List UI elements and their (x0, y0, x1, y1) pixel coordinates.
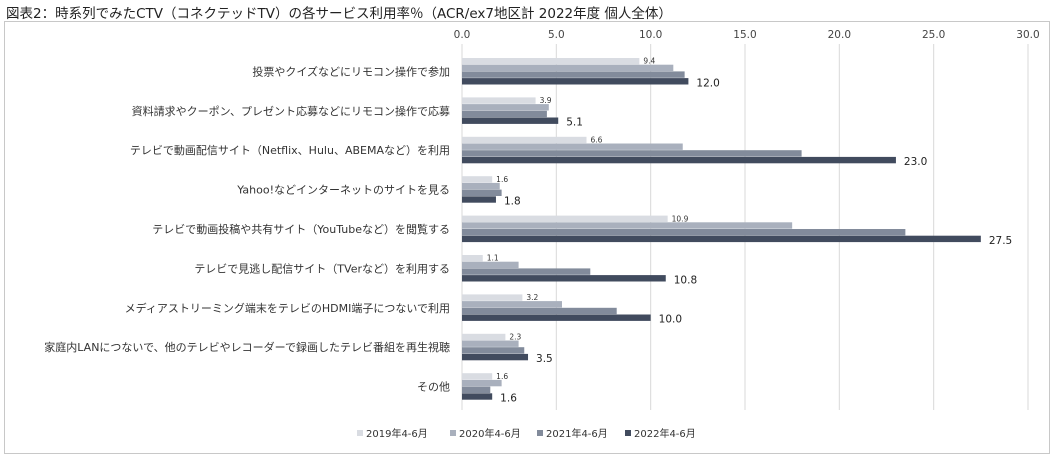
bar (462, 347, 525, 354)
bar (462, 104, 549, 111)
data-label: 23.0 (904, 156, 927, 168)
bar (462, 182, 500, 190)
category-label: テレビで動画配信サイト（Netflix、Hulu、ABEMAなど）を利用 (130, 143, 450, 157)
bar (462, 275, 666, 282)
legend-label: 2021年4-6月 (546, 427, 608, 440)
bar (462, 196, 496, 203)
bar (462, 97, 536, 104)
bar (462, 340, 519, 347)
chart-frame (4, 21, 1050, 454)
bar (462, 136, 587, 144)
bar (462, 117, 559, 124)
bar (462, 255, 483, 262)
legend-item: 2020年4-6月 (450, 427, 521, 440)
legend: 2019年4-6月 2020年4-6月 2021年4-6月 2022年4-6月 (357, 427, 696, 440)
bar (462, 150, 802, 157)
bar (462, 261, 519, 269)
legend-label: 2019年4-6月 (366, 427, 428, 440)
data-label: 6.6 (591, 136, 603, 145)
data-label: 3.2 (526, 293, 538, 302)
x-tick-label: 0.0 (454, 29, 471, 41)
bar (462, 294, 523, 301)
legend-swatch (537, 430, 543, 436)
bar (462, 353, 529, 361)
data-label: 3.9 (540, 96, 552, 105)
legend-label: 2020年4-6月 (459, 427, 521, 440)
category-labels: 投票やクイズなどにリモコン操作で参加資料請求やクーポン、プレゼント応募などにリモ… (44, 64, 450, 393)
x-tick-label: 5.0 (548, 29, 565, 41)
legend-swatch (625, 430, 631, 436)
data-label: 1.6 (500, 393, 517, 405)
bar (462, 314, 651, 321)
data-label: 1.8 (504, 196, 521, 208)
bar (462, 301, 562, 308)
data-label: 27.5 (989, 235, 1012, 247)
category-label: その他 (417, 381, 450, 394)
bar (462, 143, 683, 150)
bar (462, 222, 793, 229)
x-tick-label: 20.0 (828, 29, 851, 41)
bar (462, 58, 640, 65)
bar (462, 110, 547, 118)
data-label: 12.0 (696, 77, 719, 89)
legend-label: 2022年4-6月 (634, 427, 696, 440)
x-tick-label: 10.0 (639, 29, 662, 41)
category-label: 家庭内LANにつないで、他のテレビやレコーダーで録画したテレビ番組を再生視聴 (44, 340, 450, 354)
data-label: 9.4 (643, 57, 655, 66)
bar (462, 268, 591, 275)
bar (462, 189, 502, 196)
bar (462, 379, 502, 387)
legend-item: 2022年4-6月 (625, 427, 696, 440)
data-label: 10.0 (659, 314, 682, 326)
bar (462, 78, 689, 85)
category-label: テレビで動画投稿や共有サイト（YouTubeなど）を閲覧する (152, 222, 450, 236)
bar (462, 373, 493, 380)
category-label: テレビで見逃し配信サイト（TVerなど）を利用する (194, 262, 450, 275)
category-label: メディアストリーミング端末をテレビのHDMI端子につないで利用 (125, 301, 450, 315)
x-tick-label: 15.0 (733, 29, 756, 41)
bar (462, 393, 493, 400)
data-label: 1.6 (496, 372, 508, 381)
legend-swatch (450, 430, 456, 436)
bar (462, 235, 981, 243)
chart-title: 図表2：時系列でみたCTV（コネクテッドTV）の各サービス利用率％（ACR/ex… (6, 6, 672, 22)
data-label: 2.3 (509, 333, 521, 342)
data-label: 3.5 (536, 353, 553, 365)
bar (462, 156, 896, 164)
x-tick-label: 30.0 (1016, 29, 1039, 41)
data-label: 10.8 (674, 274, 697, 286)
bar (462, 71, 685, 78)
data-label: 1.1 (487, 254, 499, 263)
category-label: 投票やクイズなどにリモコン操作で参加 (252, 64, 450, 78)
bars (462, 58, 981, 400)
data-label: 5.1 (566, 117, 583, 129)
bar (462, 333, 506, 341)
data-label: 1.6 (496, 175, 508, 184)
data-label: 10.9 (672, 214, 689, 223)
data-labels: 9.4 12.0 3.9 5.1 6.6 23.0 1.6 1.8 10.9 27.5 1.1 10.… (487, 57, 1012, 405)
bar (462, 64, 674, 72)
x-axis-ticks: 0.0 5.0 10.0 15.0 20.0 25.0 30.0 (454, 29, 1040, 41)
category-label: 資料請求やクーポン、プレゼント応募などにリモコン操作で応募 (132, 104, 450, 118)
category-label: Yahoo!などインターネットのサイトを見る (236, 184, 450, 197)
x-tick-label: 25.0 (922, 29, 945, 41)
bar (462, 229, 906, 236)
legend-swatch (357, 430, 363, 436)
legend-item: 2019年4-6月 (357, 427, 428, 440)
bar (462, 307, 617, 315)
bar (462, 386, 491, 393)
legend-item: 2021年4-6月 (537, 427, 608, 440)
bar (462, 176, 493, 183)
bar (462, 215, 668, 222)
